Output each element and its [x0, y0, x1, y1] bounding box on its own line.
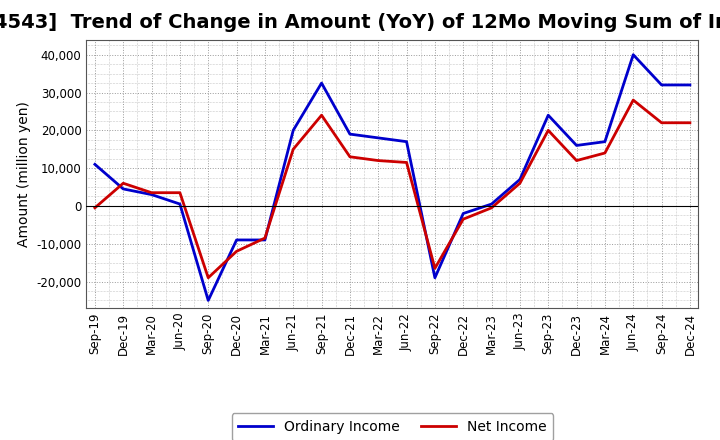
Net Income: [346, 154, 354, 159]
Ordinary Income: [261, 237, 269, 242]
Ordinary Income: [374, 135, 382, 140]
Ordinary Income: [629, 52, 637, 57]
Net Income: [431, 266, 439, 271]
Y-axis label: Amount (million yen): Amount (million yen): [17, 101, 31, 247]
Net Income: [176, 190, 184, 195]
Net Income: [204, 275, 212, 280]
Net Income: [119, 180, 127, 186]
Ordinary Income: [346, 132, 354, 137]
Ordinary Income: [487, 202, 496, 207]
Net Income: [318, 113, 326, 118]
Ordinary Income: [459, 211, 467, 216]
Net Income: [544, 128, 552, 133]
Line: Net Income: Net Income: [95, 100, 690, 278]
Ordinary Income: [204, 298, 212, 303]
Net Income: [685, 120, 694, 125]
Ordinary Income: [176, 202, 184, 207]
Ordinary Income: [119, 186, 127, 191]
Net Income: [629, 97, 637, 103]
Title: [4543]  Trend of Change in Amount (YoY) of 12Mo Moving Sum of Incomes: [4543] Trend of Change in Amount (YoY) o…: [0, 14, 720, 33]
Net Income: [572, 158, 581, 163]
Ordinary Income: [148, 192, 156, 197]
Net Income: [600, 150, 609, 156]
Ordinary Income: [516, 177, 524, 182]
Net Income: [91, 205, 99, 210]
Ordinary Income: [91, 162, 99, 167]
Ordinary Income: [600, 139, 609, 144]
Net Income: [148, 190, 156, 195]
Net Income: [374, 158, 382, 163]
Net Income: [459, 216, 467, 222]
Ordinary Income: [402, 139, 411, 144]
Net Income: [487, 205, 496, 210]
Net Income: [289, 147, 297, 152]
Legend: Ordinary Income, Net Income: Ordinary Income, Net Income: [232, 413, 553, 440]
Net Income: [657, 120, 666, 125]
Ordinary Income: [431, 275, 439, 280]
Ordinary Income: [572, 143, 581, 148]
Net Income: [261, 235, 269, 241]
Ordinary Income: [544, 113, 552, 118]
Ordinary Income: [685, 82, 694, 88]
Ordinary Income: [233, 237, 241, 242]
Net Income: [402, 160, 411, 165]
Ordinary Income: [657, 82, 666, 88]
Line: Ordinary Income: Ordinary Income: [95, 55, 690, 301]
Ordinary Income: [289, 128, 297, 133]
Net Income: [516, 180, 524, 186]
Ordinary Income: [318, 81, 326, 86]
Net Income: [233, 249, 241, 254]
